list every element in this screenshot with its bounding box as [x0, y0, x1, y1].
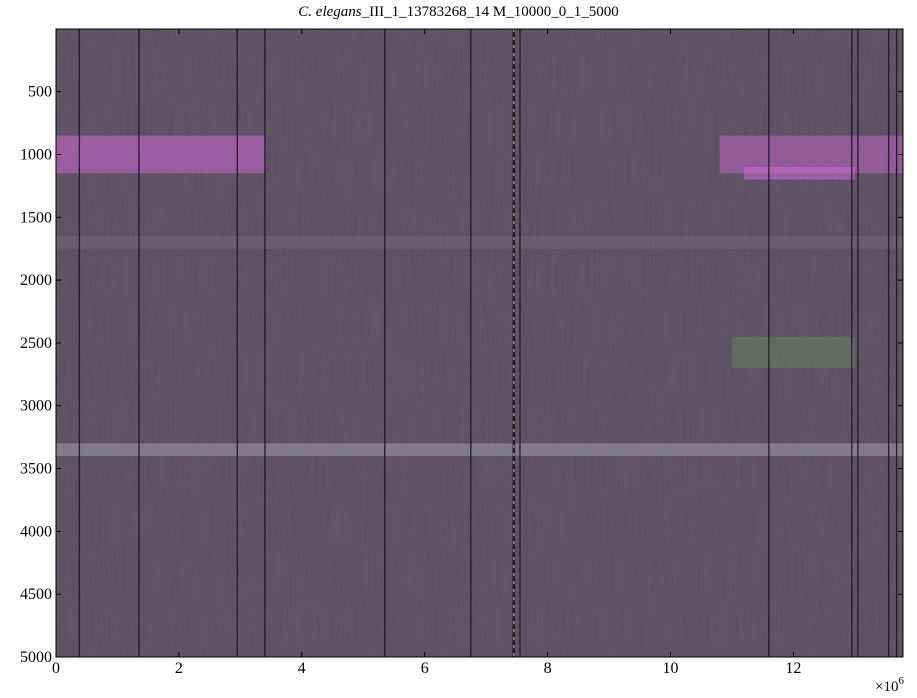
- heatmap-band-noise-1: [56, 135, 265, 174]
- y-tick-label-3500: 3500: [20, 461, 52, 478]
- axes: 500 1000 1500 2000 2500 3000 3500 4000 4500 50000…: [20, 28, 904, 695]
- x-axis-multiplier: ×106: [875, 675, 904, 695]
- heatmap-band-noise-3: [744, 167, 855, 180]
- y-tick-label-3000: 3000: [20, 398, 52, 415]
- x-tick-label-12: 12: [785, 660, 801, 677]
- x-tick-label-4: 4: [298, 660, 306, 677]
- x-axis-multiplier-exponent: 6: [898, 675, 904, 687]
- y-tick-label-2000: 2000: [20, 272, 52, 289]
- x-tick-label-10: 10: [663, 660, 679, 677]
- y-tick-label-2500: 2500: [20, 335, 52, 352]
- heatmap-band-noise-6: [56, 236, 903, 249]
- y-tick-label-4000: 4000: [20, 523, 52, 540]
- y-tick-label-500: 500: [28, 84, 52, 101]
- chart-title-rest: _III_1_13783268_14 M_10000_0_1_5000: [361, 4, 619, 20]
- x-tick-label-6: 6: [421, 660, 429, 677]
- y-tick-label-1000: 1000: [20, 146, 52, 163]
- y-tick-label-4500: 4500: [20, 586, 52, 603]
- y-tick-label-1500: 1500: [20, 209, 52, 226]
- chart-title-italic: C. elegans: [298, 4, 362, 20]
- x-tick-label-0: 0: [52, 660, 60, 677]
- plot-area: [56, 29, 903, 657]
- y-tick-label-5000: 5000: [20, 649, 52, 666]
- x-tick-label-8: 8: [544, 660, 552, 677]
- x-axis-multiplier-base: ×10: [875, 679, 898, 695]
- heatmap-band-noise-5: [731, 336, 855, 369]
- x-tick-label-2: 2: [175, 660, 183, 677]
- heatmap-band-noise-4: [56, 443, 903, 456]
- chart-title: C. elegans_III_1_13783268_14 M_10000_0_1…: [0, 2, 917, 22]
